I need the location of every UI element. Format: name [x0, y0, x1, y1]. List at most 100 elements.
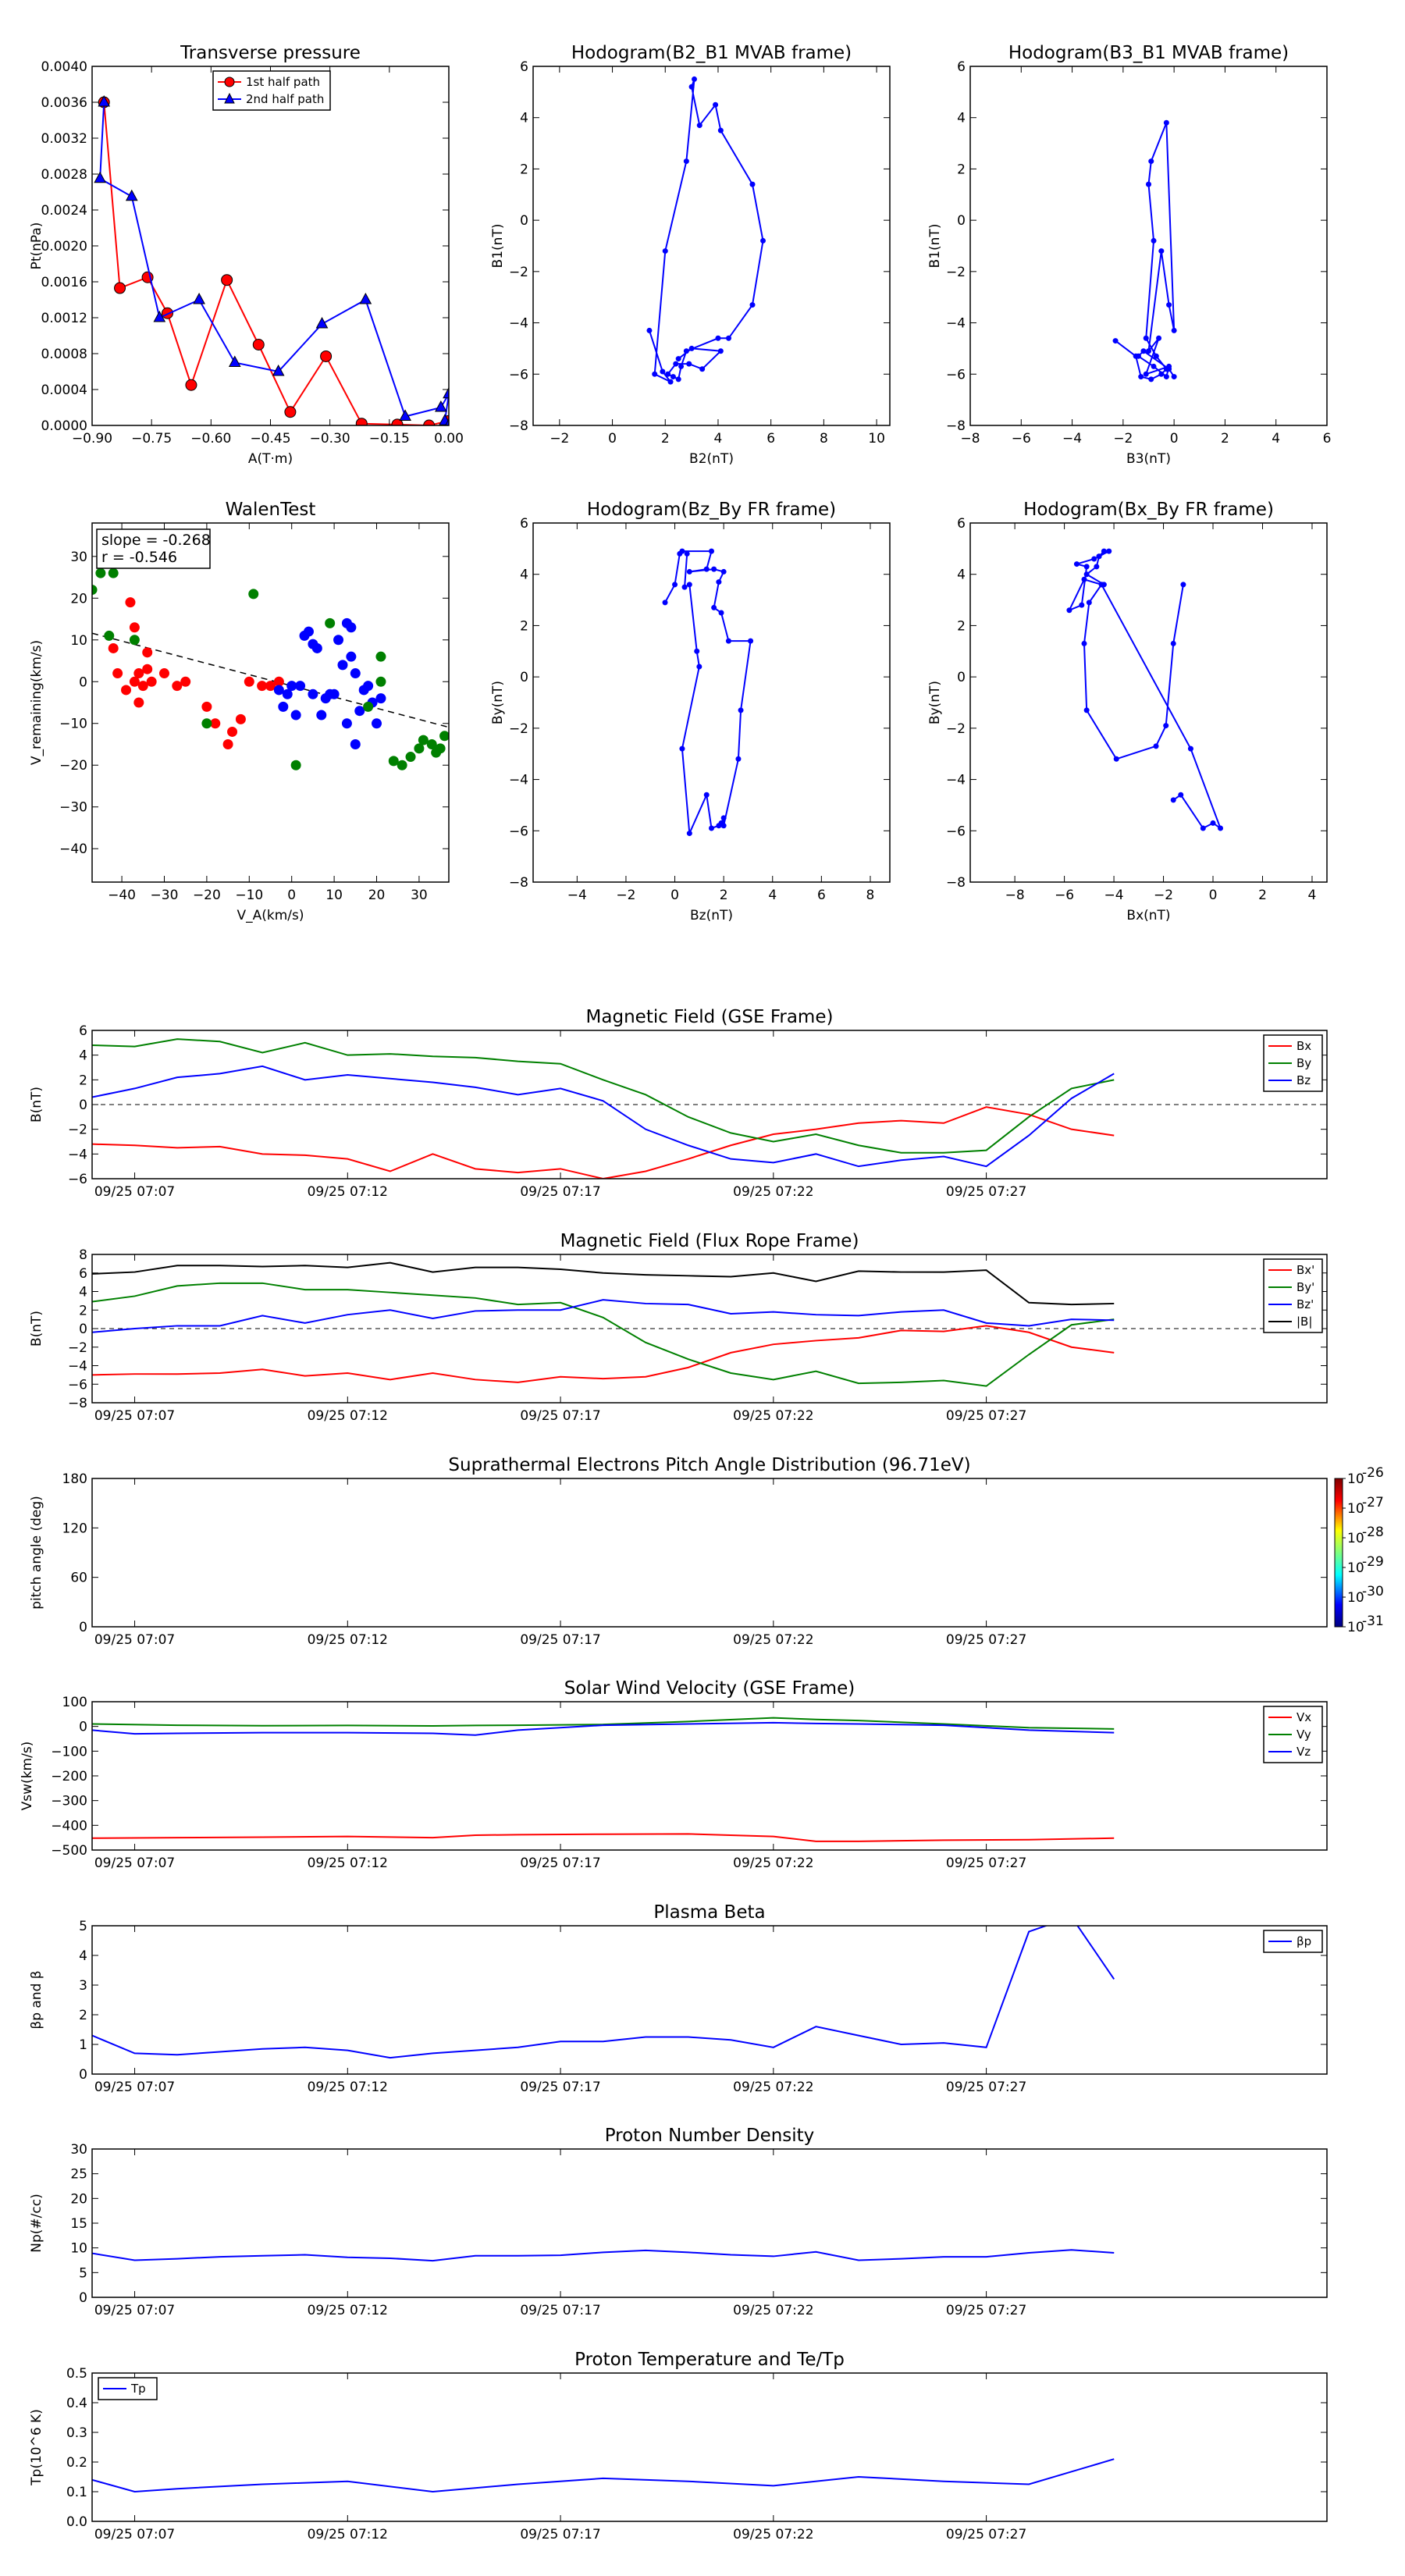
data-marker	[443, 386, 449, 399]
y-tick-label: 100	[62, 1695, 87, 1710]
data-marker	[711, 566, 717, 572]
y-tick-label: −8	[946, 875, 966, 891]
x-tick-label: 0	[287, 888, 296, 903]
data-marker	[760, 237, 767, 244]
fit-line	[92, 632, 449, 728]
scatter-point	[337, 660, 348, 671]
data-marker	[665, 371, 671, 377]
y-axis-label: B1(nT)	[490, 224, 506, 269]
scatter-point	[397, 760, 407, 770]
scatter-point	[108, 568, 119, 578]
y-tick-label: 4	[520, 568, 528, 583]
data-marker	[1086, 600, 1092, 606]
y-tick-label: −400	[51, 1818, 87, 1834]
x-tick-label: 2	[1258, 888, 1267, 903]
series-line	[92, 1299, 1115, 1333]
scatter-point	[341, 718, 352, 729]
y-tick-label: 180	[62, 1471, 87, 1487]
x-tick-label: 09/25 07:17	[520, 1408, 600, 1424]
annotation-text: r = -0.546	[101, 549, 177, 566]
x-tick-label: −0.90	[72, 431, 112, 447]
data-marker	[114, 282, 126, 294]
series-0	[662, 548, 754, 837]
y-tick-label: −2	[509, 265, 528, 280]
data-marker	[435, 400, 447, 412]
chart-title: Magnetic Field (Flux Rope Frame)	[560, 1231, 859, 1251]
proton-temperature-panel: Proton Temperature and Te/Tp 09/25 07:07 0…	[29, 2350, 1328, 2542]
solar-wind-velocity-panel: Solar Wind Velocity (GSE Frame) 09/25 07:…	[20, 1678, 1328, 1871]
y-tick-label: −6	[509, 824, 528, 839]
y-tick-label: 30	[70, 550, 87, 565]
data-marker	[252, 339, 265, 350]
data-marker	[684, 550, 690, 557]
legend-label: Bz'	[1297, 1297, 1314, 1311]
data-marker	[272, 364, 285, 376]
y-tick-label: 120	[62, 1521, 87, 1536]
data-marker	[675, 376, 681, 382]
y-tick-label: 3	[79, 1978, 87, 1994]
y-tick-label: 10	[70, 2241, 87, 2257]
scatter-point	[227, 726, 238, 737]
scatter-point	[346, 651, 357, 662]
pitch-angle-panel: Suprathermal Electrons Pitch Angle Distr…	[29, 1455, 1384, 1648]
data-marker	[678, 363, 685, 369]
scatter-point	[346, 622, 357, 633]
data-marker	[1143, 335, 1149, 341]
x-tick-label: 4	[1308, 888, 1317, 903]
series-line	[92, 2249, 1115, 2262]
data-marker	[679, 548, 685, 554]
data-marker	[715, 335, 721, 341]
y-tick-label: 6	[79, 1023, 87, 1039]
scatter-point	[248, 589, 259, 600]
series-2	[92, 1065, 1115, 1168]
plot-frame	[91, 2372, 1328, 2522]
y-tick-label: 0.2	[66, 2455, 87, 2471]
y-tick-label: 60	[70, 1571, 87, 1586]
plot-frame	[969, 66, 1328, 426]
chart-title: Proton Temperature and Te/Tp	[574, 2350, 845, 2370]
data-marker	[1158, 371, 1165, 377]
y-axis-label: βp and β	[29, 1970, 44, 2029]
colorbar-tick-label: 10	[1347, 1620, 1364, 1635]
colorbar-tick-exponent: -31	[1362, 1614, 1384, 1629]
scatter-point	[172, 681, 183, 692]
data-marker	[686, 831, 692, 837]
scatter-point	[142, 664, 153, 674]
series-1	[92, 1038, 1115, 1154]
y-tick-label: −40	[59, 841, 87, 857]
x-axis-label: B2(nT)	[689, 451, 734, 467]
scatter-point	[375, 676, 386, 687]
y-tick-label: 4	[79, 1048, 87, 1064]
data-marker	[720, 568, 727, 575]
x-tick-label: 0.00	[434, 431, 464, 447]
data-marker	[1083, 571, 1090, 578]
x-axis-label: Bz(nT)	[690, 908, 733, 923]
series-line	[92, 1106, 1115, 1179]
data-marker	[748, 638, 754, 644]
y-tick-label: 0	[520, 213, 528, 229]
scatter-point	[201, 718, 212, 729]
data-marker	[1081, 576, 1087, 582]
y-tick-label: −6	[68, 1172, 87, 1187]
scatter-point	[112, 668, 123, 679]
data-marker	[1081, 640, 1087, 646]
x-tick-label: −8	[1005, 888, 1025, 903]
scatter-point	[295, 681, 306, 692]
data-marker	[1148, 376, 1154, 382]
scatter-point	[308, 688, 318, 699]
data-marker	[1112, 338, 1119, 344]
x-tick-label: 09/25 07:12	[308, 2080, 388, 2095]
data-marker	[646, 327, 653, 333]
annotation-box	[96, 528, 211, 569]
y-axis-label: B(nT)	[29, 1087, 44, 1123]
y-tick-label: 4	[520, 111, 528, 126]
x-tick-label: −0.15	[369, 431, 410, 447]
data-marker	[709, 825, 714, 831]
data-marker	[1170, 797, 1176, 803]
data-marker	[691, 76, 697, 82]
y-tick-label: 6	[957, 59, 966, 75]
series-0	[92, 2249, 1115, 2262]
proton-density-panel: Proton Number Density 09/25 07:07 09/25 07…	[29, 2126, 1328, 2318]
chart-title: Solar Wind Velocity (GSE Frame)	[564, 1678, 855, 1699]
y-tick-label: 5	[79, 2265, 87, 2281]
